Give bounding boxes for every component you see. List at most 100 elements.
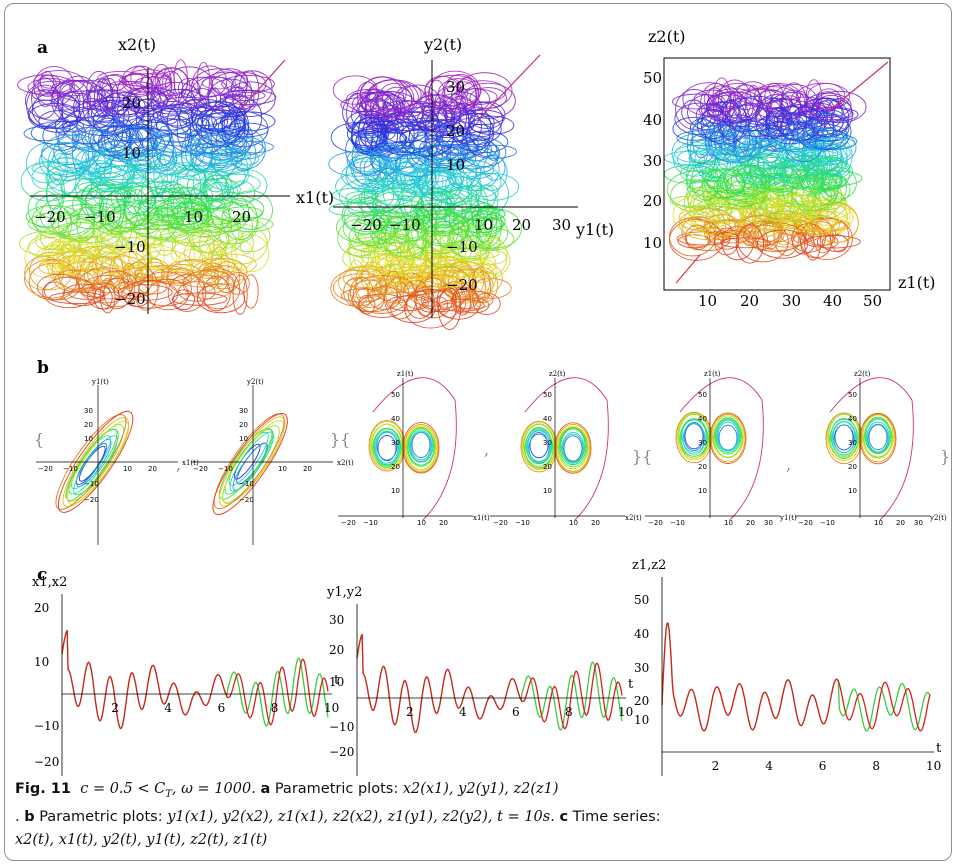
axis-label-y: z1(t) — [397, 370, 414, 378]
x-tick: −20 — [798, 519, 813, 527]
y-tick: 40 — [391, 415, 400, 423]
caption-c-math: x2(t), x1(t), y2(t), y1(t), z2(t), z1(t) — [15, 831, 268, 848]
x-tick: 30 — [552, 216, 571, 234]
y-tick: 50 — [391, 391, 400, 399]
panel-label-c: c — [37, 565, 47, 585]
y-tick: −20 — [114, 290, 146, 308]
y-tick: 20 — [543, 463, 552, 471]
condition-sub: T — [165, 788, 172, 800]
caption-c-label: c — [559, 809, 569, 826]
plot-a-y2-y1: y2(t) y1(t) −20 −10 10 20 30 30 20 10 −1… — [328, 35, 614, 330]
x-tick: −20 — [38, 465, 53, 473]
x-tick: 10 — [874, 519, 883, 527]
y-tick: −10 — [114, 238, 146, 256]
y-tick: 20 — [446, 122, 465, 140]
y-tick: 50 — [698, 391, 707, 399]
plot-b-6: −20 −10 10 20 30 50 40 30 20 10 y2(t) z2(t) — [795, 370, 947, 527]
separator-comma: , — [176, 455, 181, 474]
y-tick: 40 — [643, 111, 662, 129]
brace-open: { — [34, 430, 44, 449]
x-tick: 10 — [123, 465, 132, 473]
separator-comma: , — [484, 440, 489, 459]
y-tick: 10 — [391, 487, 400, 495]
y-tick: 20 — [848, 463, 857, 471]
x-tick: 10 — [417, 519, 426, 527]
y-tick: 10 — [634, 713, 649, 727]
axis-label-x: t — [936, 741, 942, 756]
brace-pair: }{ — [632, 447, 652, 466]
plot-a-z2-z1: z2(t) z1(t) 10 20 30 40 50 50 40 30 20 1… — [643, 27, 936, 310]
x-tick: −20 — [350, 216, 382, 234]
x-tick: −20 — [493, 519, 508, 527]
fig-label: Fig. 11 — [15, 781, 71, 797]
axis-label-x: x2(t) — [625, 514, 642, 522]
y-tick: 10 — [543, 487, 552, 495]
x-tick: 2 — [712, 759, 720, 773]
axis-label-y: z1(t) — [704, 370, 721, 378]
attractor-trace — [17, 59, 286, 315]
x-tick: 6 — [218, 701, 226, 715]
x-tick: −10 — [63, 465, 78, 473]
axis-label-y: x1,x2 — [32, 575, 67, 590]
y-tick: 20 — [84, 421, 93, 429]
x-tick: 8 — [565, 705, 573, 719]
axis-label-y: y2(t) — [246, 378, 264, 386]
x-tick: 10 — [184, 208, 203, 226]
y-tick: 10 — [643, 234, 662, 252]
y-tick: 20 — [643, 192, 662, 210]
x-tick: 30 — [914, 519, 923, 527]
x-tick: 10 — [474, 216, 493, 234]
x-tick: −10 — [515, 519, 530, 527]
x-tick: −10 — [820, 519, 835, 527]
y-tick: 30 — [239, 407, 248, 415]
x-tick: 20 — [740, 292, 759, 310]
axis-label-y: y1(t) — [91, 378, 109, 386]
y-tick: 20 — [329, 643, 344, 657]
y-tick: 30 — [643, 152, 662, 170]
axis-label-y: z2(t) — [648, 27, 686, 46]
y-tick: 10 — [122, 144, 141, 162]
x-tick: −20 — [193, 465, 208, 473]
y-tick: 20 — [698, 463, 707, 471]
y-tick: 30 — [698, 439, 707, 447]
axis-label-y: z1,z2 — [632, 558, 666, 573]
y-tick: −10 — [239, 480, 254, 488]
plot-c-3: 2 4 6 8 10 50 40 30 20 10 z1,z2 t — [632, 558, 942, 776]
y-tick: 10 — [446, 156, 465, 174]
y-tick: 10 — [239, 435, 248, 443]
x-tick: 8 — [872, 759, 880, 773]
x-tick: 20 — [746, 519, 755, 527]
condition: c = 0.5 < C — [80, 781, 166, 797]
x-tick: −10 — [84, 208, 116, 226]
y-tick: −10 — [84, 480, 99, 488]
axis-label-x: x1(t) — [473, 514, 490, 522]
y-tick: 50 — [643, 69, 662, 87]
axis-label-y: x2(t) — [118, 35, 156, 54]
x-tick: 10 — [618, 705, 633, 719]
y-tick: 10 — [34, 655, 49, 669]
y-tick: 30 — [543, 439, 552, 447]
y-tick: −20 — [446, 276, 478, 294]
x-tick: 20 — [512, 216, 531, 234]
x-tick: 10 — [569, 519, 578, 527]
y-tick: −10 — [34, 719, 59, 733]
x-tick: 10 — [278, 465, 287, 473]
x-tick: −10 — [389, 216, 421, 234]
caption-a-math: x2(x1), y2(y1), z2(z1) — [402, 781, 559, 797]
y-tick: 10 — [848, 487, 857, 495]
axis-label-x: z1(t) — [898, 273, 936, 292]
axis-label-x: t — [334, 673, 340, 688]
y-tick: 30 — [329, 613, 344, 627]
x-tick: 40 — [823, 292, 842, 310]
y-tick: 50 — [543, 391, 552, 399]
caption-b-text: Parametric plots: — [39, 809, 163, 826]
x-tick: −20 — [648, 519, 663, 527]
axis-label-x: x2(t) — [337, 459, 354, 467]
axis-label-y: z2(t) — [854, 370, 871, 378]
x-tick: 4 — [459, 705, 467, 719]
x-tick: 20 — [439, 519, 448, 527]
x-tick: 20 — [591, 519, 600, 527]
